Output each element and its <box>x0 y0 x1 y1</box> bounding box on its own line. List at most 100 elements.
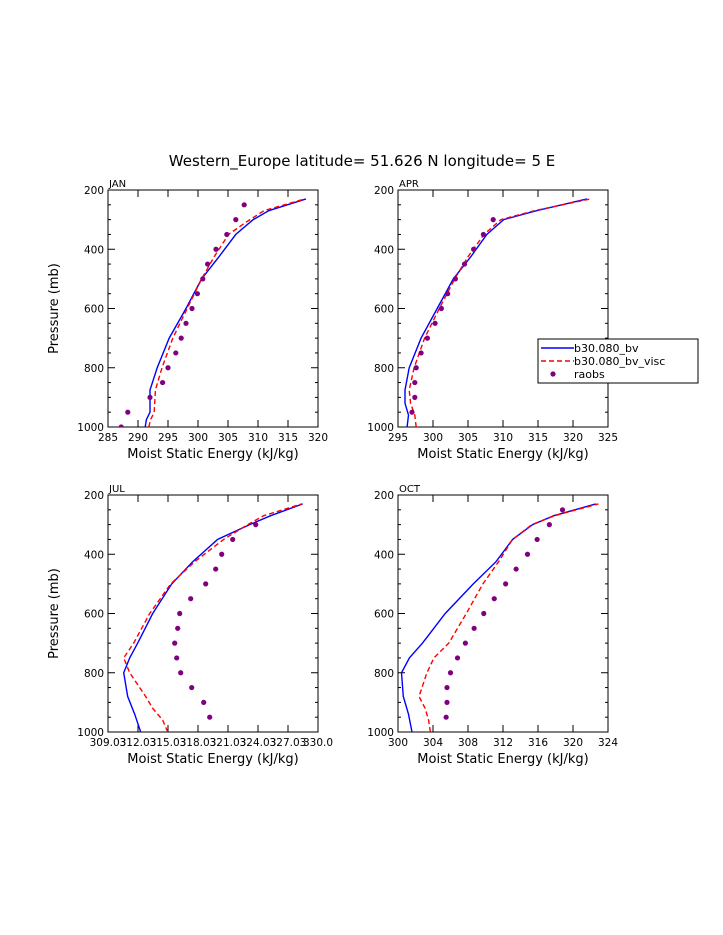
series-group-jul <box>122 503 303 732</box>
point-raobs-apr <box>461 261 468 267</box>
x-axis-label-jan: Moist Static Energy (kJ/kg) <box>127 447 298 462</box>
x-tick-label-oct: 320 <box>563 737 583 749</box>
point-raobs-apr <box>412 379 418 386</box>
point-raobs-oct <box>444 699 450 705</box>
point-raobs-jan <box>160 379 166 386</box>
y-tick-label-jan: 200 <box>84 185 104 197</box>
point-raobs-oct <box>491 596 497 602</box>
x-tick-label-jul: 309.03 <box>90 737 127 749</box>
panel-label-jan: JAN <box>108 179 126 190</box>
series-group-oct <box>400 503 599 732</box>
legend-label-raobs: raobs <box>574 368 605 381</box>
point-raobs-jan <box>213 246 219 252</box>
y-tick-label-jul: 800 <box>84 668 104 680</box>
x-tick-label-jul: 330.0 <box>303 737 333 749</box>
point-raobs-oct <box>444 684 450 691</box>
point-raobs-oct <box>481 610 487 617</box>
panel-label-jul: JUL <box>108 484 125 495</box>
y-tick-label-oct: 400 <box>374 549 394 561</box>
x-tick-label-apr: 300 <box>423 432 443 444</box>
x-tick-label-oct: 304 <box>423 737 443 749</box>
point-raobs-oct <box>471 625 477 631</box>
plot-frame-apr <box>397 189 609 428</box>
point-raobs-oct <box>443 714 449 720</box>
point-raobs-jul <box>188 596 194 602</box>
y-tick-label-apr: 400 <box>374 244 394 256</box>
point-raobs-oct <box>513 566 519 572</box>
point-raobs-jan <box>178 335 184 341</box>
x-tick-label-apr: 310 <box>493 432 513 444</box>
point-raobs-apr <box>480 231 486 238</box>
y-tick-label-apr: 1000 <box>367 422 394 434</box>
legend-label-b30-080-bv-visc: b30.080_bv_visc <box>574 355 665 368</box>
x-tick-label-jan: 295 <box>158 432 178 444</box>
x-tick-label-jul: 327.03 <box>270 737 307 749</box>
legend-label-b30-080-bv: b30.080_bv <box>574 342 639 355</box>
point-raobs-jul <box>213 566 219 572</box>
point-raobs-apr <box>424 335 430 341</box>
panel-label-apr: APR <box>399 179 419 190</box>
x-tick-label-jul: 321.03 <box>210 737 247 749</box>
y-axis-label-jan: Pressure (mb) <box>47 263 62 354</box>
x-tick-label-jan: 315 <box>278 432 298 444</box>
line-b30-080-bv-jan <box>144 198 307 427</box>
y-tick-label-jul: 200 <box>84 490 104 502</box>
point-raobs-jan <box>194 291 200 297</box>
point-raobs-apr <box>490 217 496 223</box>
y-tick-label-jan: 1000 <box>77 422 104 434</box>
legend-marker-raobs <box>550 371 556 377</box>
point-raobs-jul <box>178 670 184 676</box>
point-raobs-jan <box>118 424 124 427</box>
point-raobs-jul <box>189 684 195 691</box>
plot-frame-oct <box>397 494 609 733</box>
y-tick-label-jul: 600 <box>84 609 104 621</box>
point-raobs-apr <box>409 409 415 415</box>
point-raobs-apr <box>432 320 438 326</box>
y-tick-label-jan: 400 <box>84 244 104 256</box>
point-raobs-oct <box>503 581 509 587</box>
x-axis-label-apr: Moist Static Energy (kJ/kg) <box>417 447 588 462</box>
point-raobs-jul <box>219 551 225 557</box>
point-raobs-jan <box>183 320 189 326</box>
x-tick-label-jul: 318.03 <box>180 737 217 749</box>
y-axis-label-jul: Pressure (mb) <box>47 568 62 659</box>
point-raobs-oct <box>546 522 552 528</box>
line-b30-080-bv-jul <box>122 503 303 732</box>
figure-title: Western_Europe latitude= 51.626 N longit… <box>169 152 555 171</box>
series-group-apr <box>404 198 591 427</box>
x-axis-label-jul: Moist Static Energy (kJ/kg) <box>127 752 298 767</box>
series-group-jan <box>118 198 307 427</box>
x-tick-label-jan: 310 <box>248 432 268 444</box>
y-tick-label-jul: 1000 <box>77 727 104 739</box>
point-raobs-jul <box>203 581 209 587</box>
x-tick-label-jul: 324.03 <box>240 737 277 749</box>
x-tick-label-oct: 324 <box>598 737 618 749</box>
point-raobs-apr <box>418 350 424 356</box>
point-raobs-jul <box>174 655 180 661</box>
x-tick-label-apr: 305 <box>458 432 478 444</box>
point-raobs-jul <box>230 536 236 543</box>
point-raobs-oct <box>559 507 566 513</box>
y-tick-label-jan: 600 <box>84 304 104 316</box>
point-raobs-apr <box>471 246 477 252</box>
panel-apr: APR 295 300 305 310 315 320 325 200 400 600 800 1000… <box>367 179 618 462</box>
point-raobs-oct <box>534 536 540 543</box>
x-tick-label-jul: 312.03 <box>120 737 157 749</box>
x-axis-label-oct: Moist Static Energy (kJ/kg) <box>417 752 588 767</box>
y-tick-label-oct: 1000 <box>367 727 394 739</box>
panel-label-oct: OCT <box>399 484 421 495</box>
legend-box <box>537 338 699 384</box>
point-raobs-jul <box>175 625 181 631</box>
point-raobs-apr <box>438 305 444 312</box>
y-tick-label-oct: 600 <box>374 609 394 621</box>
line-b30-080-bv-apr <box>404 198 588 427</box>
point-raobs-jan <box>205 261 211 267</box>
x-tick-label-apr: 315 <box>528 432 548 444</box>
line-b30-080-bv-visc-oct <box>418 503 599 732</box>
x-tick-label-jan: 320 <box>308 432 328 444</box>
x-tick-label-oct: 308 <box>458 737 478 749</box>
x-tick-label-oct: 312 <box>493 737 513 749</box>
point-raobs-jan <box>173 350 179 356</box>
